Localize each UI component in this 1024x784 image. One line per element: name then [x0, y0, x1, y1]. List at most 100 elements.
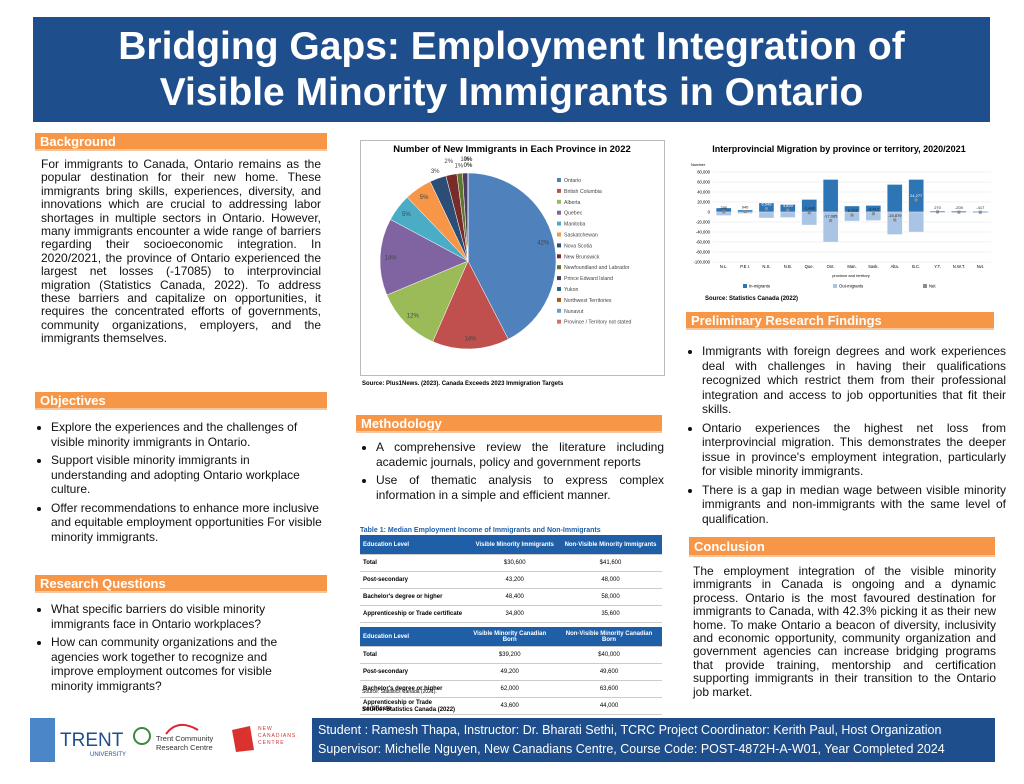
bullet-item: Explore the experiences and the challeng… [51, 420, 326, 449]
header-cell: Non-Visible Minority Immigrants [559, 535, 662, 555]
y-tick-label: -80,000 [696, 250, 711, 255]
cell: Bachelor's degree or higher [360, 680, 464, 698]
legend-swatch [557, 188, 561, 193]
cell: 58,000 [559, 588, 662, 606]
legend-swatch [557, 297, 561, 302]
x-tick-label: N.B. [784, 264, 792, 269]
title: Bridging Gaps: Employment Integration of… [33, 17, 990, 122]
table-part: Education Level Visible Minority Canadian… [360, 627, 662, 715]
net-marker [893, 218, 897, 222]
cell: Bachelor's degree or higher [360, 588, 471, 606]
legend-label: Nunavut [564, 309, 584, 315]
cell: 48,000 [559, 571, 662, 589]
chart-title: Number of New Immigrants in Each Provinc… [393, 144, 631, 155]
net-marker [764, 207, 768, 211]
legend-label: New Brunswick [564, 254, 600, 260]
cell: 62,000 [463, 680, 557, 698]
net-marker [743, 210, 747, 214]
cell: Post-secondary [360, 571, 471, 589]
legend-swatch [557, 254, 561, 259]
data-label: -417 [976, 205, 985, 210]
legend-swatch [557, 199, 561, 204]
legend-label: Net [929, 284, 936, 289]
bar [908, 211, 924, 233]
data-label: 5% [420, 195, 429, 201]
bar [887, 184, 903, 213]
legend-swatch [557, 210, 561, 215]
x-tick-label: Nvt. [977, 264, 984, 269]
y-tick-label: 20,000 [697, 200, 710, 205]
legend-label: Northwest Territories [564, 298, 612, 304]
legend-swatch [557, 243, 561, 248]
pie-chart: Number of New Immigrants in Each Provinc… [360, 140, 665, 376]
header-cell: Non-Visible Minority Canadian Born [556, 627, 662, 647]
logo-text: Trent Community Research Centre [156, 734, 214, 752]
bullet-list: A comprehensive review the literature in… [362, 440, 664, 506]
net-marker [871, 212, 875, 216]
x-tick-label: Man. [847, 264, 856, 269]
x-tick-label: Ont. [827, 264, 835, 269]
section-heading: Research Questions [35, 575, 327, 593]
bullet-list: Explore the experiences and the challeng… [37, 420, 326, 548]
x-tick-label: Alta. [891, 264, 899, 269]
cell: 48,400 [470, 588, 560, 606]
bullet-item: Offer recommendations to enhance more in… [51, 501, 326, 545]
bullet-item: Support visible minority immigrants in u… [51, 453, 326, 497]
x-tick-label: Sask. [868, 264, 878, 269]
source: Source: Plus1News. (2023). Canada Exceed… [362, 381, 564, 387]
logo-icon [133, 727, 151, 745]
legend-label: Ontario [564, 178, 581, 184]
data-label: 1% [455, 163, 464, 169]
bar [887, 211, 903, 235]
data-label: -17,085 [824, 214, 838, 219]
cell: Apprenticeship or Trade certificate [360, 605, 471, 623]
y-tick-label: 60,000 [697, 180, 710, 185]
row: Total $39,200 $40,000 [360, 646, 662, 664]
y-axis-title: Number [691, 162, 706, 167]
data-label: -15,879 [888, 213, 902, 218]
x-axis-title: province and territory [832, 273, 870, 278]
cell: 43,200 [470, 571, 560, 589]
net-marker [957, 210, 961, 214]
row: Bachelor's degree or higher 48,400 58,000 [360, 588, 662, 606]
header-row: Education Level Visible Minority Immigran… [360, 535, 662, 555]
data-label: 42% [537, 241, 550, 247]
data-label: -6,258 [846, 208, 858, 213]
legend-swatch [557, 276, 561, 281]
cell: 44,000 [556, 697, 662, 715]
cell: 43,600 [463, 697, 557, 715]
data-label: -3,413 [868, 207, 880, 212]
table-part: Education Level Visible Minority Immigran… [360, 535, 662, 623]
net-marker [936, 210, 940, 214]
y-tick-label: 80,000 [697, 170, 710, 175]
legend-label: Out-migrants [839, 284, 863, 289]
pie-slice [432, 260, 509, 350]
data-label: -1,486 [804, 206, 816, 211]
row: Bachelor's degree or higher 62,000 63,600 [360, 680, 662, 698]
bar [758, 211, 775, 219]
legend-label: Quebec [564, 211, 583, 217]
bullet-item: A comprehensive review the literature in… [376, 440, 664, 469]
data-label: 14% [464, 336, 477, 342]
net-marker [914, 198, 918, 202]
data-label: 6,548 [761, 202, 772, 207]
cell: 63,600 [556, 680, 662, 698]
bullet-item: Use of thematic analysis to express comp… [376, 473, 664, 502]
net-marker [807, 211, 811, 215]
net-marker [978, 210, 982, 214]
bar [822, 211, 839, 243]
row: Apprenticeship or Trade certificate 34,80… [360, 605, 662, 623]
bullet-item: There is a gap in median wage between vi… [702, 483, 1006, 527]
cell: Total [360, 646, 464, 664]
row: Post-secondary 43,200 48,000 [360, 571, 662, 589]
data-label: 285 [720, 205, 727, 210]
cell: 49,600 [556, 663, 662, 681]
cell: 49,200 [463, 663, 557, 681]
table-note: Source: Statistics Canada (2021). [362, 689, 437, 695]
bullet-item: How can community organizations and the … [51, 635, 311, 693]
data-label: 0% [464, 163, 473, 169]
x-tick-label: N.W.T. [953, 264, 965, 269]
bar-chart: Interprovincial Migration by province or… [691, 144, 991, 289]
table: Education Level Visible Minority Immigran… [360, 535, 662, 715]
section-heading: Conclusion [689, 537, 995, 557]
